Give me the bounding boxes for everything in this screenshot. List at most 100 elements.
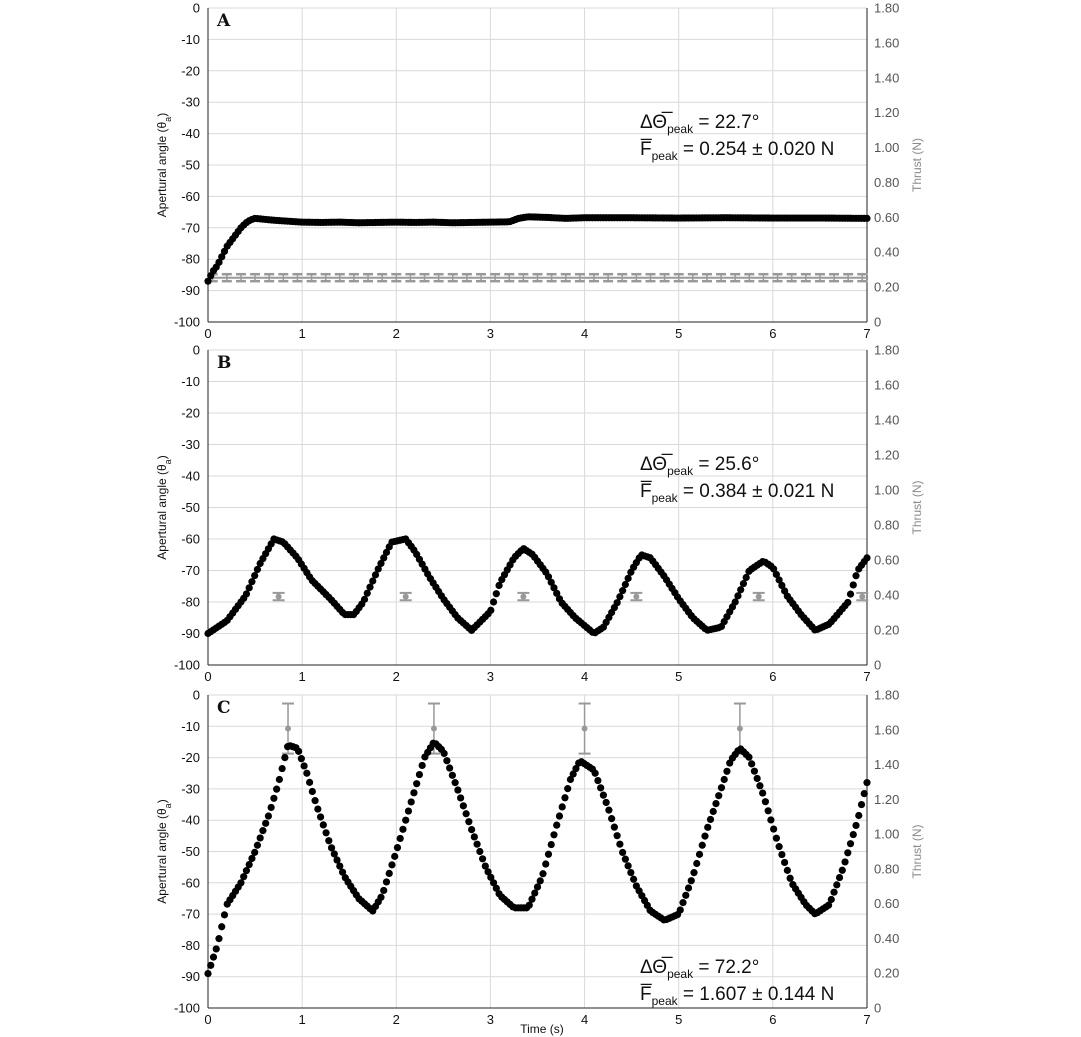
y2-tick-label: 0 [874, 315, 881, 330]
y2-tick-label: 1.40 [874, 70, 899, 85]
angle-point [723, 767, 731, 775]
panel-label: B [217, 353, 231, 373]
y2-tick-label: 0.40 [874, 588, 899, 603]
angle-point [388, 861, 396, 869]
panel-b: 0 -10 -20 -30 -40 -50 -60 -70 -80 -90 -100 1.80 1.60… [155, 343, 924, 685]
x-tick-label: 2 [393, 669, 400, 684]
angle-point [737, 586, 745, 594]
angle-point [322, 829, 330, 837]
angle-point [679, 899, 687, 907]
angle-point [253, 841, 262, 849]
angle-point [709, 807, 717, 816]
angle-point [256, 834, 264, 842]
angle-point [295, 747, 303, 755]
angle-point [330, 850, 338, 858]
angle-point [547, 840, 555, 849]
y2-tick-label: 0 [874, 658, 881, 673]
angle-point [382, 548, 391, 556]
angle-point [616, 840, 624, 848]
panel-label: C [217, 698, 231, 718]
angle-point [863, 554, 871, 562]
angle-point [303, 769, 311, 777]
x-tick-label: 2 [393, 326, 400, 341]
y-tick-label: -30 [181, 781, 200, 796]
angle-point [281, 754, 289, 762]
thrust-point [402, 593, 409, 600]
angle-point [613, 599, 621, 607]
angle-point [833, 881, 841, 889]
y2-tick-label: 0.80 [874, 861, 899, 876]
f-peak-annotation: F̅peak = 0.384 ± 0.021 N [640, 481, 834, 505]
angle-point [844, 849, 852, 857]
angle-point [391, 852, 399, 860]
angle-point [712, 799, 720, 808]
y2-tick-label: 0.80 [874, 175, 899, 190]
angle-point [602, 798, 610, 807]
angle-point [742, 573, 750, 582]
y-tick-label: 0 [193, 688, 200, 703]
y2-tick-label: 1.40 [874, 757, 899, 772]
angle-point [204, 277, 212, 285]
angle-point [550, 584, 558, 592]
angle-point [720, 775, 728, 784]
angle-point [621, 580, 629, 589]
angle-point [717, 784, 726, 792]
x-tick-label: 6 [769, 1012, 776, 1027]
y2-tick-label: 1.60 [874, 35, 899, 50]
grid [207, 694, 868, 1009]
x-tick-label: 2 [393, 1012, 400, 1027]
angle-point [489, 879, 498, 887]
x-tick-label: 0 [204, 669, 211, 684]
angle-point [695, 850, 704, 858]
f-peak-annotation: F̅peak = 0.254 ± 0.020 N [640, 139, 834, 163]
angle-point [448, 771, 456, 779]
y-tick-label: -70 [181, 220, 200, 235]
y-tick-label: -10 [181, 719, 200, 734]
y-tick-label: -20 [181, 63, 200, 78]
angle-series [204, 213, 871, 285]
angle-point [627, 868, 635, 877]
angle-point [610, 823, 618, 831]
angle-point [363, 589, 371, 597]
y2-axis-label: Thrust (N) [910, 480, 924, 534]
angle-point [613, 832, 621, 840]
y-axis-label: Apertural angle (θa) [155, 113, 173, 217]
angle-point [608, 815, 616, 823]
x-tick-label: 3 [487, 669, 494, 684]
y2-tick-label: 0.60 [874, 896, 899, 911]
angle-point [278, 764, 286, 773]
angle-point [465, 818, 473, 826]
y2-tick-label: 1.80 [874, 688, 899, 703]
angle-point [245, 860, 253, 869]
y-tick-label: -100 [174, 1001, 200, 1016]
angle-point [770, 825, 778, 833]
angle-point [218, 923, 226, 931]
angle-point [594, 776, 602, 785]
y2-axis-label: Thrust (N) [910, 824, 924, 878]
angle-point [690, 869, 698, 877]
y-tick-label: 0 [193, 1, 200, 16]
angle-point [316, 813, 325, 821]
x-tick-label: 4 [581, 1012, 588, 1027]
panel-a: 0 -10 -20 -30 -40 -50 -60 -70 -80 -90 -100 1.80 1.60… [155, 1, 924, 342]
angle-point [413, 780, 421, 788]
angle-point [305, 778, 314, 786]
y-tick-label: -70 [181, 907, 200, 922]
y-tick-label: -30 [181, 95, 200, 110]
angle-point [778, 581, 786, 590]
angle-point [555, 812, 564, 820]
angle-point [767, 816, 775, 824]
x-tick-label: 5 [675, 669, 682, 684]
angle-point [459, 802, 467, 810]
angle-point [770, 565, 778, 573]
angle-point [698, 841, 706, 849]
angle-point [385, 869, 393, 878]
angle-point [621, 855, 629, 863]
angle-point [591, 769, 599, 777]
thrust-point [633, 593, 640, 600]
y-tick-label: -90 [181, 969, 200, 984]
angle-point [739, 580, 748, 588]
angle-point [264, 812, 273, 820]
angle-point [824, 901, 833, 909]
thrust-point [581, 725, 588, 732]
